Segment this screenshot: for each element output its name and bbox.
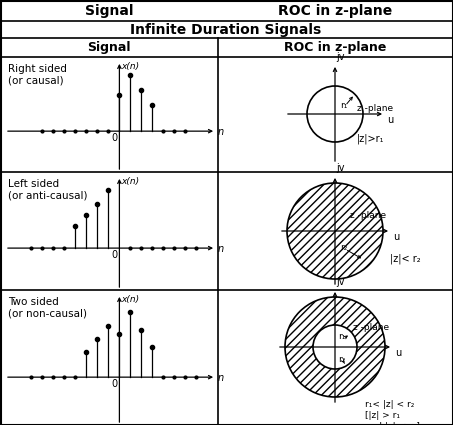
Text: (or causal): (or causal) xyxy=(8,75,63,85)
Text: Infinite Duration Signals: Infinite Duration Signals xyxy=(130,23,322,37)
Text: Left sided: Left sided xyxy=(8,179,59,189)
Text: u: u xyxy=(393,232,399,242)
Text: jv: jv xyxy=(336,52,344,62)
Text: ROC in z-plane: ROC in z-plane xyxy=(279,3,393,17)
Text: 0: 0 xyxy=(111,133,117,143)
Text: |z|< r₂: |z|< r₂ xyxy=(390,253,421,264)
Text: u: u xyxy=(395,348,401,358)
Circle shape xyxy=(313,325,357,369)
Text: r₁: r₁ xyxy=(338,332,345,341)
Text: r₁< |z| < r₂
[|z| > r₁
and |z| < r₂]: r₁< |z| < r₂ [|z| > r₁ and |z| < r₂] xyxy=(365,400,420,425)
Text: n: n xyxy=(218,244,224,254)
Text: (or anti-causal): (or anti-causal) xyxy=(8,190,87,200)
Text: z -plane: z -plane xyxy=(350,211,386,220)
Text: Signal: Signal xyxy=(87,41,131,54)
Text: z -plane: z -plane xyxy=(353,323,389,332)
Text: r₂: r₂ xyxy=(338,355,345,364)
Text: u: u xyxy=(387,115,393,125)
Text: Right sided: Right sided xyxy=(8,64,67,74)
Text: x(n): x(n) xyxy=(121,62,140,71)
Circle shape xyxy=(287,183,383,279)
Text: ROC in z-plane: ROC in z-plane xyxy=(284,41,387,54)
Bar xyxy=(219,58,451,171)
Text: Signal: Signal xyxy=(85,3,133,17)
Text: x(n): x(n) xyxy=(121,177,140,186)
Text: 0: 0 xyxy=(111,379,117,389)
Circle shape xyxy=(307,86,363,142)
Text: |z|>r₁: |z|>r₁ xyxy=(357,134,385,144)
Text: z -plane: z -plane xyxy=(357,104,393,113)
Text: r₁: r₁ xyxy=(340,101,347,110)
Text: n: n xyxy=(218,373,224,383)
Text: r₂: r₂ xyxy=(340,243,347,252)
Text: Two sided: Two sided xyxy=(8,297,59,307)
Circle shape xyxy=(285,297,385,397)
Text: jv: jv xyxy=(336,163,344,173)
Text: jv: jv xyxy=(336,277,344,287)
Text: 0: 0 xyxy=(111,250,117,260)
Text: n: n xyxy=(218,127,224,137)
Text: x(n): x(n) xyxy=(121,295,140,304)
Text: (or non-causal): (or non-causal) xyxy=(8,308,87,318)
